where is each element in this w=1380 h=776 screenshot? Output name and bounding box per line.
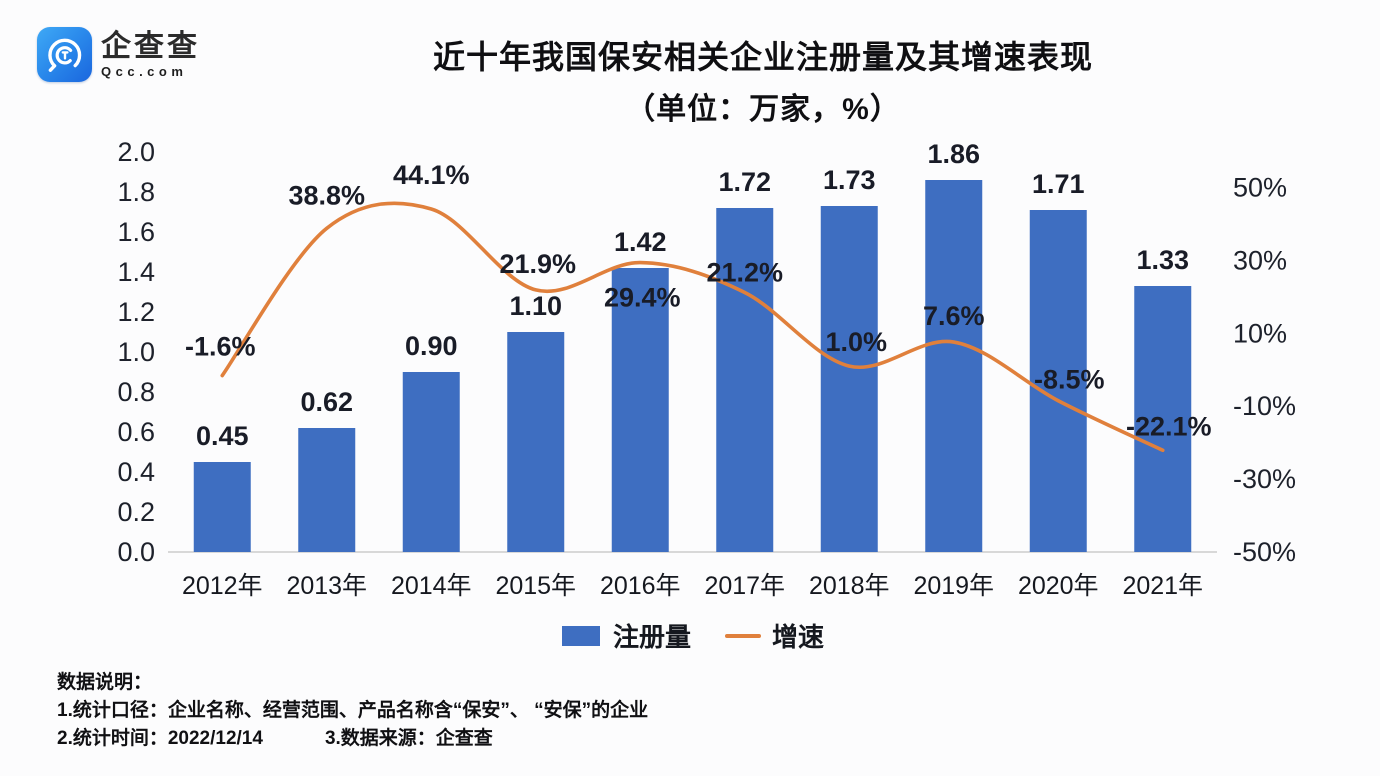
bar-value-label: 1.72: [718, 167, 771, 197]
x-axis-label: 2020年: [1018, 572, 1099, 600]
bar-value-label: 0.90: [405, 331, 458, 361]
legend-item-line: 增速: [725, 617, 824, 654]
x-axis-label: 2016年: [600, 572, 681, 600]
notes-heading: 数据说明：: [57, 672, 153, 693]
bar: [925, 180, 983, 552]
legend-line-label: 增速: [772, 622, 825, 652]
right-axis-tick: -30%: [1233, 464, 1296, 494]
chart-legend: 注册量 增速: [3, 617, 1380, 654]
left-axis-tick: 1.2: [117, 297, 155, 327]
left-axis-tick: 2.0: [117, 137, 155, 167]
notes-stat-time: 2.统计时间：2022/12/14: [57, 728, 263, 749]
notes-source: 3.数据来源：企查查: [324, 728, 493, 749]
right-axis-tick: 30%: [1233, 245, 1287, 275]
bar: [1134, 286, 1192, 552]
notes-line1: 1.统计口径：企业名称、经营范围、产品名称含“保安”、 “安保”的企业: [57, 700, 649, 721]
qcc-q-glyph: [47, 38, 81, 72]
bar-value-label: 1.73: [823, 165, 876, 195]
left-axis-tick: 1.6: [117, 217, 155, 247]
qcc-logo: 企查查 Qcc.com: [37, 27, 200, 82]
x-axis-label: 2017年: [704, 572, 785, 600]
left-axis-tick: 0.8: [117, 377, 155, 407]
bar-value-label: 1.42: [614, 227, 667, 257]
growth-value-label: -22.1%: [1126, 411, 1212, 441]
x-axis-label: 2014年: [391, 572, 472, 600]
qcc-logo-icon: [37, 27, 92, 82]
logo-name: 企查查: [101, 29, 200, 63]
x-axis-label: 2019年: [913, 572, 994, 600]
growth-value-label: 44.1%: [393, 160, 470, 190]
x-axis-label: 2013年: [286, 572, 367, 600]
growth-value-label: 38.8%: [288, 180, 365, 210]
x-axis-label: 2012年: [182, 572, 263, 600]
legend-item-bars: 注册量: [561, 617, 691, 654]
bar-value-label: 0.45: [196, 421, 249, 451]
bar-value-label: 1.86: [927, 139, 980, 169]
legend-bar-swatch: [561, 625, 600, 646]
bar: [1029, 210, 1087, 552]
growth-value-label: 21.9%: [499, 249, 576, 279]
chart-title: 近十年我国保安相关企业注册量及其增速表现: [432, 39, 1094, 75]
x-axis-label: 2018年: [809, 572, 890, 600]
bar: [820, 206, 878, 552]
left-axis-tick: 0.4: [117, 457, 155, 487]
right-axis-tick: -50%: [1233, 537, 1296, 567]
qcc-logo-text: 企查查 Qcc.com: [101, 29, 200, 79]
growth-value-label: 1.0%: [825, 327, 887, 357]
data-notes: 数据说明： 1.统计口径：企业名称、经营范围、产品名称含“保安”、 “安保”的企…: [57, 669, 648, 753]
x-axis-label: 2015年: [495, 572, 576, 600]
right-axis-tick: 10%: [1233, 318, 1287, 348]
bar-value-label: 0.62: [300, 387, 353, 417]
right-axis-tick: 50%: [1233, 173, 1287, 203]
bar: [402, 372, 460, 552]
growth-line: [220, 201, 1165, 453]
legend-line-swatch: [725, 633, 761, 638]
bar: [193, 462, 251, 552]
left-axis-tick: 0.6: [117, 417, 155, 447]
bar-value-label: 1.10: [509, 291, 562, 321]
bar: [716, 208, 774, 552]
bar: [298, 428, 356, 552]
logo-domain: Qcc.com: [101, 63, 188, 79]
title-block: 近十年我国保安相关企业注册量及其增速表现 （单位：万家，%）: [433, 32, 1093, 128]
left-axis-tick: 1.8: [117, 177, 155, 207]
combo-chart: 2.0 1.8 1.6 1.4 1.2 1.0 0.8 0.6 0.4 0.2 0.0 50% 30% 1…: [117, 137, 1296, 600]
left-axis-tick: 0.2: [117, 497, 155, 527]
legend-bar-label: 注册量: [612, 622, 691, 652]
growth-value-label: 29.4%: [604, 283, 681, 313]
left-axis-tick: 0.0: [117, 537, 155, 567]
chart-subtitle: （单位：万家，%）: [625, 93, 901, 126]
bar-value-label: 1.71: [1032, 169, 1085, 199]
notes-line2: 2.统计时间：2022/12/14 3.数据来源：企查查: [57, 725, 648, 753]
growth-value-label: -1.6%: [185, 332, 256, 362]
bar: [507, 332, 565, 552]
right-axis-tick: -10%: [1233, 391, 1296, 421]
left-axis-tick: 1.0: [117, 337, 155, 367]
x-axis-label: 2021年: [1122, 572, 1203, 600]
growth-value-label: -8.5%: [1034, 365, 1105, 395]
bar-value-label: 1.33: [1136, 245, 1189, 275]
left-axis-tick: 1.4: [117, 257, 155, 287]
bar: [611, 268, 669, 552]
growth-value-label: 21.2%: [706, 257, 783, 287]
growth-value-label: 7.6%: [923, 301, 985, 331]
